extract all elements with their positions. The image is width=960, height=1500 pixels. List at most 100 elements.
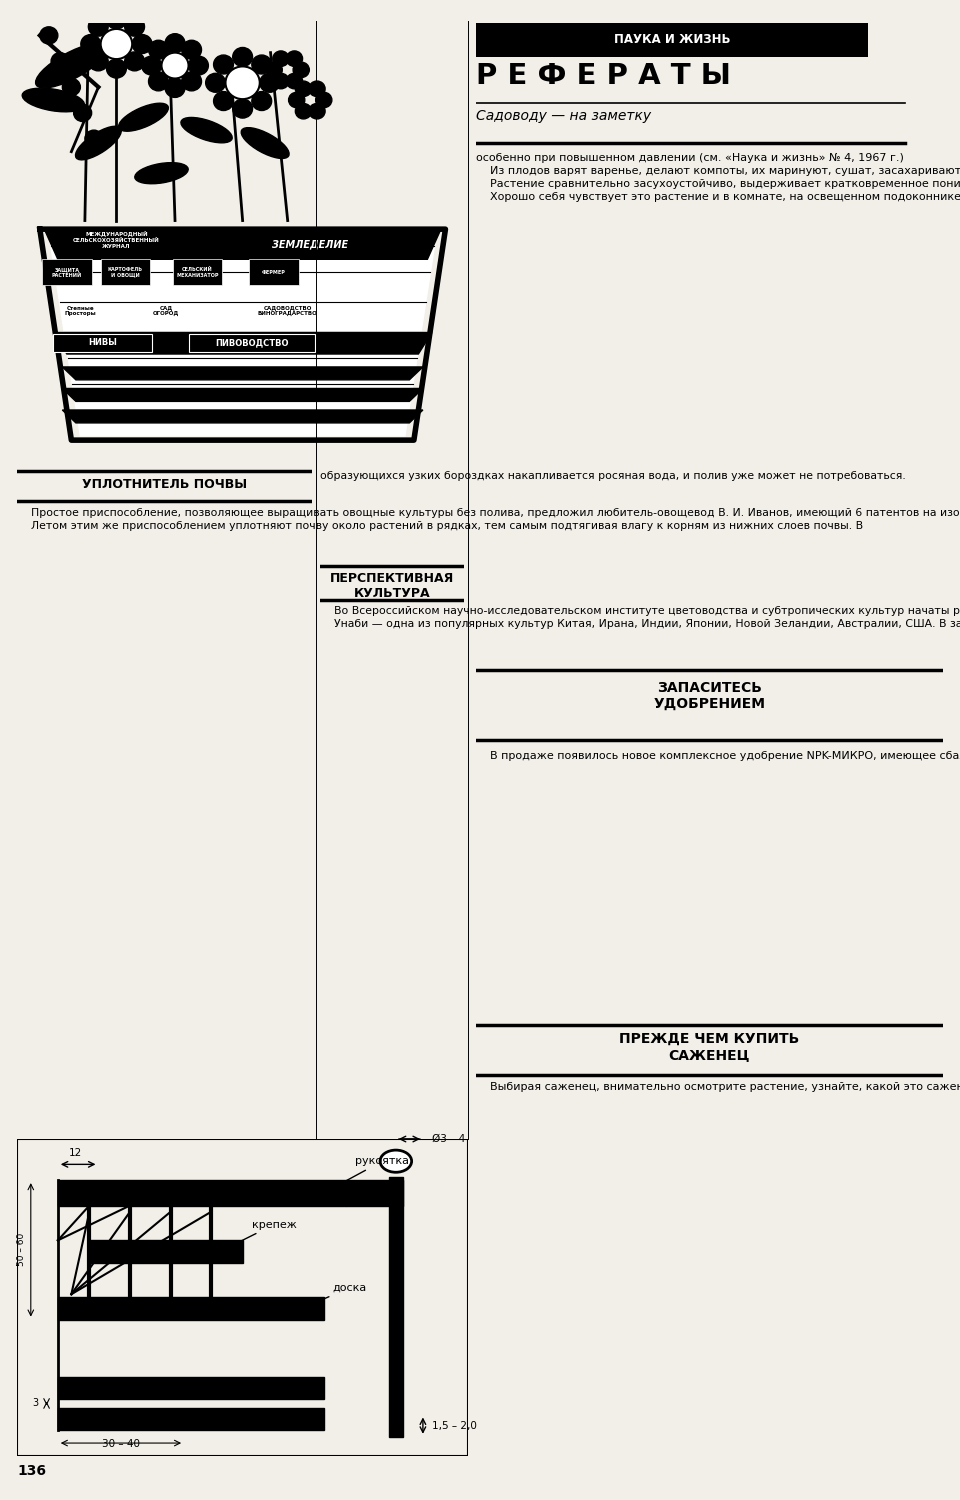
- Text: особенно при повышенном давлении (см. «Наука и жизнь» № 4, 1967 г.)
    Из плодо: особенно при повышенном давлении (см. «Н…: [475, 153, 960, 203]
- Bar: [250, 260, 299, 285]
- Text: 3: 3: [33, 1398, 38, 1408]
- Text: СЕЛЬСКИЙ
МЕХАНИЗАТОР: СЕЛЬСКИЙ МЕХАНИЗАТОР: [177, 267, 219, 278]
- Circle shape: [84, 130, 103, 147]
- Text: 12: 12: [69, 1148, 83, 1158]
- Circle shape: [74, 105, 91, 122]
- Polygon shape: [58, 1377, 324, 1398]
- Text: УПЛОТНИТЕЛЬ ПОЧВЫ: УПЛОТНИТЕЛЬ ПОЧВЫ: [83, 477, 248, 490]
- Text: В продаже появилось новое комплексное удобрение NPK-МИКРО, имеющее сбалансирован: В продаже появилось новое комплексное уд…: [475, 752, 960, 760]
- Ellipse shape: [36, 44, 108, 88]
- Circle shape: [165, 78, 185, 98]
- Circle shape: [88, 16, 108, 36]
- Circle shape: [380, 1150, 412, 1173]
- Polygon shape: [89, 1240, 243, 1263]
- Ellipse shape: [134, 162, 188, 183]
- Text: ПЕРСПЕКТИВНАЯ
КУЛЬТУРА: ПЕРСПЕКТИВНАЯ КУЛЬТУРА: [330, 573, 454, 600]
- Text: 1,5 – 2,0: 1,5 – 2,0: [432, 1420, 477, 1431]
- Circle shape: [107, 10, 127, 28]
- Circle shape: [286, 74, 302, 88]
- Circle shape: [132, 34, 152, 54]
- Text: Простое приспособление, позволяющее выращивать овощные культуры без полива, пред: Простое приспособление, позволяющее выра…: [17, 509, 960, 531]
- Bar: [475, 22, 868, 57]
- Circle shape: [188, 56, 208, 75]
- Polygon shape: [347, 1180, 402, 1206]
- Ellipse shape: [241, 128, 289, 159]
- Ellipse shape: [119, 104, 168, 130]
- Polygon shape: [62, 388, 423, 402]
- Text: МЕЖДУНАРОДНЫЙ
СЕЛЬСКОХОЗЯЙСТВЕННЫЙ
ЖУРНАЛ: МЕЖДУНАРОДНЫЙ СЕЛЬСКОХОЗЯЙСТВЕННЫЙ ЖУРНА…: [73, 231, 159, 249]
- Text: рукоятка: рукоятка: [327, 1156, 409, 1191]
- Polygon shape: [62, 410, 423, 423]
- Text: Выбирая саженец, внимательно осмотрите растение, узнайте, какой это саженец — пр: Выбирая саженец, внимательно осмотрите р…: [475, 1082, 960, 1092]
- Bar: [173, 260, 223, 285]
- Circle shape: [232, 99, 252, 118]
- Circle shape: [232, 48, 252, 66]
- Polygon shape: [44, 230, 441, 260]
- Text: САДОВОДСТВО
ВИНОГРАДАРСТВО: САДОВОДСТВО ВИНОГРАДАРСТВО: [258, 306, 318, 316]
- Text: САД
ОГОРОД: САД ОГОРОД: [153, 306, 180, 316]
- Circle shape: [39, 27, 58, 44]
- Polygon shape: [58, 1180, 347, 1206]
- Text: КАРТОФЕЛЬ
И ОВОЩИ: КАРТОФЕЛЬ И ОВОЩИ: [108, 267, 143, 278]
- Circle shape: [205, 74, 226, 92]
- Circle shape: [252, 92, 272, 111]
- Ellipse shape: [180, 117, 232, 142]
- Circle shape: [213, 56, 233, 74]
- Circle shape: [81, 34, 101, 54]
- Circle shape: [273, 74, 289, 88]
- Circle shape: [125, 16, 145, 36]
- Text: Р Е Ф Е Р А Т Ы: Р Е Ф Е Р А Т Ы: [475, 62, 731, 90]
- Text: Во Всероссийском научно-исследовательском институте цветоводства и субтропически: Во Всероссийском научно-исследовательско…: [320, 606, 960, 628]
- Circle shape: [125, 53, 145, 70]
- Text: НИВЫ: НИВЫ: [88, 339, 117, 348]
- Polygon shape: [49, 234, 437, 436]
- Circle shape: [273, 51, 289, 66]
- Circle shape: [316, 92, 332, 108]
- Polygon shape: [58, 1298, 324, 1320]
- Circle shape: [293, 62, 309, 78]
- Text: ПИВОВОДСТВО: ПИВОВОДСТВО: [215, 339, 288, 348]
- Circle shape: [101, 28, 132, 58]
- Text: доска: доска: [305, 1282, 367, 1306]
- Circle shape: [213, 92, 233, 111]
- Text: ЗАПАСИТЕСЬ
УДОБРЕНИЕМ: ЗАПАСИТЕСЬ УДОБРЕНИЕМ: [653, 681, 765, 711]
- Text: крепеж: крепеж: [224, 1220, 297, 1250]
- Circle shape: [107, 58, 127, 78]
- Circle shape: [309, 104, 325, 118]
- Circle shape: [296, 104, 312, 118]
- Text: ЗАЩИТА
РАСТЕНИЙ: ЗАЩИТА РАСТЕНИЙ: [52, 267, 82, 278]
- Circle shape: [165, 33, 185, 53]
- Polygon shape: [62, 368, 423, 380]
- Text: Ø3 – 4: Ø3 – 4: [432, 1134, 466, 1144]
- Circle shape: [88, 53, 108, 70]
- Circle shape: [266, 62, 282, 78]
- Ellipse shape: [76, 126, 121, 160]
- Text: ЗЕМЛЕДЕЛИЕ: ЗЕМЛЕДЕЛИЕ: [273, 238, 348, 249]
- Polygon shape: [58, 1408, 324, 1431]
- Text: Садоводу — на заметку: Садоводу — на заметку: [475, 110, 651, 123]
- Circle shape: [252, 56, 272, 74]
- Bar: [188, 334, 315, 352]
- Circle shape: [149, 40, 168, 58]
- Circle shape: [309, 81, 325, 96]
- Text: ПАУКА И ЖИЗНЬ: ПАУКА И ЖИЗНЬ: [613, 33, 730, 46]
- Circle shape: [51, 53, 69, 70]
- Circle shape: [161, 53, 188, 78]
- Circle shape: [181, 72, 202, 92]
- Circle shape: [142, 56, 161, 75]
- Bar: [42, 260, 91, 285]
- Text: 50 – 60: 50 – 60: [17, 1233, 26, 1266]
- Ellipse shape: [22, 88, 84, 112]
- Circle shape: [286, 51, 302, 66]
- Circle shape: [289, 92, 305, 108]
- Circle shape: [149, 72, 168, 92]
- Polygon shape: [54, 333, 432, 354]
- Text: Степные
Просторы: Степные Просторы: [64, 306, 96, 316]
- Polygon shape: [389, 1178, 402, 1437]
- Circle shape: [62, 78, 81, 96]
- Bar: [54, 334, 153, 352]
- Text: образующихся узких бороздках накапливается росяная вода, и полив уже может не по: образующихся узких бороздках накапливает…: [320, 471, 906, 480]
- Circle shape: [181, 40, 202, 58]
- Circle shape: [296, 81, 312, 96]
- Text: ПРЕЖДЕ ЧЕМ КУПИТЬ
САЖЕНЕЦ: ПРЕЖДЕ ЧЕМ КУПИТЬ САЖЕНЕЦ: [619, 1032, 800, 1062]
